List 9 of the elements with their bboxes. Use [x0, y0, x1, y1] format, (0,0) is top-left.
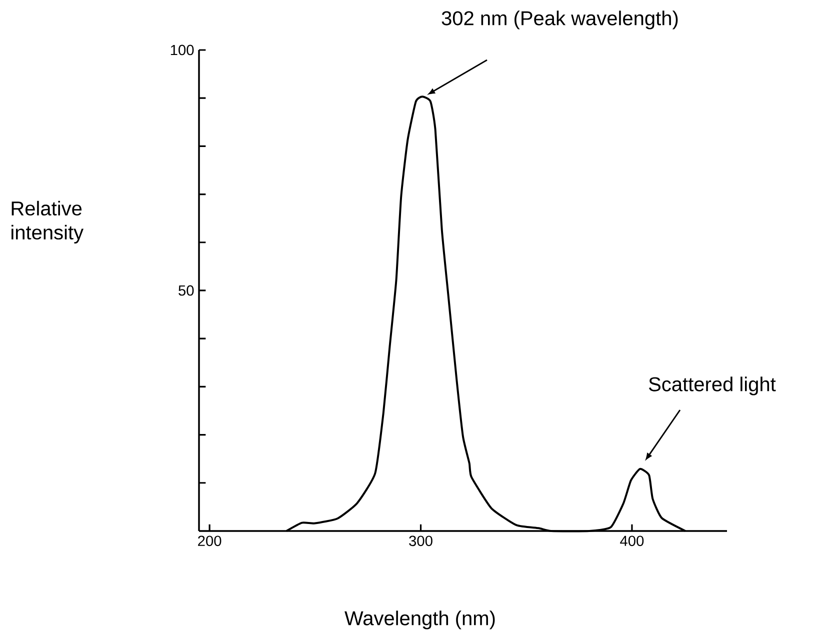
x-tick-label: 400: [620, 536, 644, 546]
y-axis-title: Relative intensity: [12, 200, 84, 244]
x-tick-label: 300: [409, 536, 432, 546]
x-tick-label: 200: [198, 536, 222, 546]
y-tick-label: 50: [178, 285, 194, 296]
y-tick-label: 100: [170, 44, 194, 56]
annotation: Scattered light: [648, 376, 776, 396]
text: 302 nm (Peak wavelength): [442, 10, 678, 30]
x-axis-title: Wavelength (nm): [344, 610, 495, 630]
